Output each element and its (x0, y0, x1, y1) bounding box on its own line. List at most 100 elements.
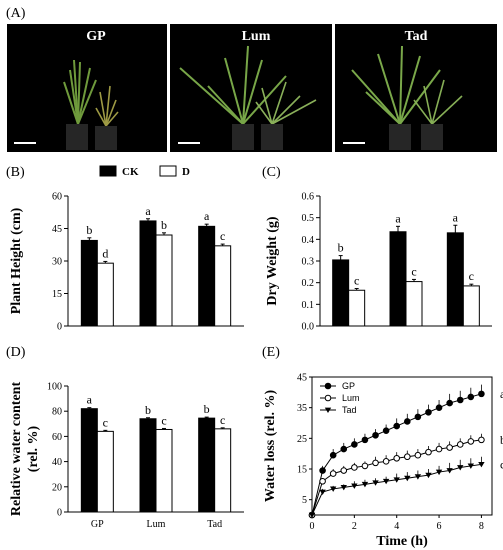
y-tick-label: 45 (52, 224, 62, 235)
data-point (340, 485, 347, 491)
series-gp (308, 384, 485, 519)
y-tick-label: 0.1 (302, 300, 315, 311)
bar-ck (389, 231, 407, 327)
pot (95, 126, 117, 150)
data-point (319, 467, 326, 474)
data-point (403, 418, 411, 425)
panel-a-letter: (A) (6, 6, 26, 21)
significance-letter: a (145, 204, 151, 218)
data-point (382, 458, 390, 465)
x-tick-label: 6 (437, 521, 442, 532)
pot (232, 124, 254, 150)
y-axis-label: Dry Weight (g) (265, 216, 280, 306)
bar-d (214, 428, 232, 513)
data-point (435, 404, 443, 411)
significance-letter: a (500, 387, 503, 401)
x-tick-label: 0 (310, 521, 315, 532)
panel-letter: (E) (262, 345, 280, 360)
y-tick-label: 0 (57, 508, 62, 519)
bar-ck (198, 225, 216, 327)
y-tick-label: 15 (52, 289, 62, 300)
data-point (361, 462, 369, 470)
bar-ck (80, 408, 98, 513)
data-point (414, 413, 422, 421)
y-axis-label: Relative water content (9, 382, 24, 517)
plant-gp-d (95, 85, 119, 127)
panel-e-chart: (E) 5 15 25 35 45 0 2 4 6 8 Time (h) Water loss (rel… (262, 345, 503, 549)
pot (421, 124, 443, 150)
plant-gp-ck (63, 59, 97, 125)
photo-label-gp: GP (86, 29, 106, 44)
x-tick-label: Tad (207, 519, 222, 530)
significance-letter: b (500, 433, 503, 447)
significance-letter: a (453, 210, 459, 224)
data-point (446, 444, 453, 451)
data-point (456, 441, 464, 448)
plot-frame (311, 376, 493, 516)
x-tick-label: 8 (479, 521, 484, 532)
bar-ck (139, 418, 157, 513)
data-point (340, 445, 348, 453)
photo-label-lum: Lum (242, 29, 271, 44)
data-point (446, 399, 453, 407)
data-point (324, 394, 332, 402)
data-point (329, 486, 337, 492)
significance-letter: d (102, 246, 108, 260)
data-point (319, 477, 326, 485)
y-axis-label: (rel. %) (26, 425, 41, 472)
y-tick-label: 20 (52, 482, 62, 493)
y-tick-label: 100 (47, 382, 62, 393)
significance-letter: c (220, 413, 225, 427)
data-point (308, 512, 316, 518)
legend-label-ck: CK (122, 166, 139, 178)
legend-swatch-ck (99, 165, 117, 177)
data-point (393, 454, 401, 462)
panel-letter: (B) (6, 165, 25, 180)
panel-letter: (C) (262, 165, 281, 180)
data-point (372, 431, 379, 439)
panel-letter: (D) (6, 345, 26, 360)
significance-letter: a (87, 393, 93, 407)
data-point (351, 464, 358, 471)
data-point (478, 436, 485, 444)
photo-label-tad: Tad (405, 29, 428, 44)
data-point (351, 441, 358, 448)
x-axis-label: Time (h) (376, 534, 428, 549)
series-lum (308, 433, 485, 519)
significance-letter: c (411, 264, 416, 278)
bar-ck (80, 239, 98, 327)
data-point (425, 472, 432, 479)
data-point (403, 453, 411, 461)
data-point (324, 407, 332, 413)
bar-ck (332, 259, 350, 327)
significance-letter: c (161, 413, 166, 427)
series-tad (308, 456, 485, 518)
bar-d (214, 245, 232, 327)
significance-letter: b (161, 218, 167, 232)
bar-d (155, 428, 173, 513)
data-point (340, 467, 348, 474)
bar-d (462, 285, 480, 327)
data-point (456, 396, 464, 404)
y-axis-label: Plant Height (cm) (9, 207, 24, 314)
y-tick-label: 60 (52, 432, 62, 443)
legend-swatch-d (159, 165, 177, 177)
legend-label-tad: Tad (342, 405, 357, 415)
data-point (372, 480, 379, 486)
data-point (435, 469, 443, 476)
y-tick-label: 35 (297, 403, 307, 414)
y-tick-label: 0.4 (302, 235, 315, 246)
data-point (382, 478, 390, 485)
x-tick-label: 2 (352, 521, 357, 532)
y-tick-label: 25 (297, 434, 307, 445)
significance-letter: c (500, 457, 503, 471)
data-point (404, 475, 411, 482)
photo-tad: Tad (335, 24, 497, 152)
y-tick-label: 45 (297, 373, 307, 384)
significance-letter: a (395, 211, 401, 225)
y-axis-label: Water loss (rel. %) (263, 390, 278, 503)
data-point (372, 459, 379, 467)
bar-ck (139, 220, 157, 327)
photo-lum: Lum (170, 24, 332, 152)
